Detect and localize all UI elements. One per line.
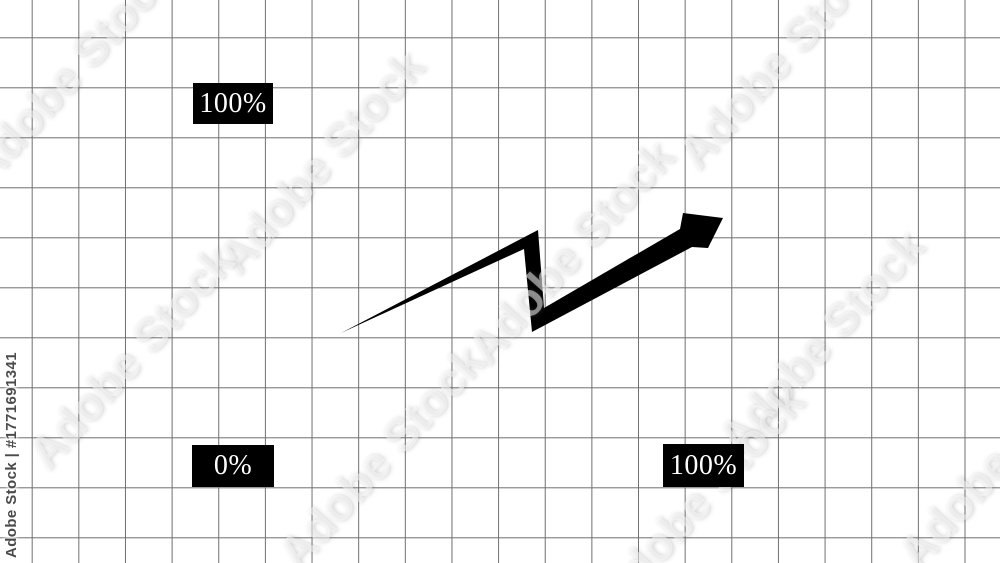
label-bottom-right-100: 100% <box>663 444 744 487</box>
zigzag-arrow-shape <box>341 213 723 333</box>
adobe-stock-id-watermark: Adobe Stock | #1771691341 <box>3 352 20 558</box>
label-bottom-left-0: 0% <box>192 445 274 487</box>
label-top-left-100: 100% <box>193 83 273 124</box>
